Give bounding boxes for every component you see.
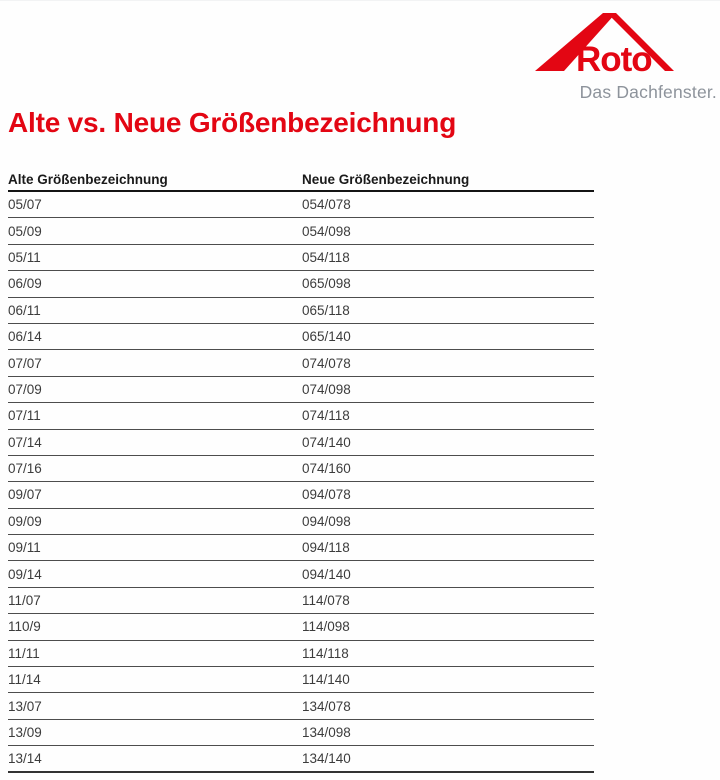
new-size-cell: 134/098 [302, 725, 351, 740]
old-size-cell: 09/07 [8, 487, 42, 503]
old-size-cell: 07/14 [8, 434, 42, 450]
old-size-cell: 09/11 [8, 540, 41, 556]
old-size-cell: 06/14 [8, 329, 42, 345]
old-size-cell: 06/11 [8, 302, 41, 318]
table-row: 11/14 114/140 [8, 667, 594, 694]
new-size-cell: 065/098 [302, 276, 351, 292]
old-size-cell: 06/09 [8, 276, 42, 292]
table-row: 07/09 074/098 [8, 377, 594, 404]
new-size-cell: 094/140 [302, 566, 351, 582]
table-row: 09/09 094/098 [8, 509, 594, 536]
logo-tagline: Das Dachfenster. [579, 82, 717, 102]
table-row: 13/14 134/140 [8, 746, 594, 773]
new-size-cell: 094/078 [302, 487, 351, 503]
table-row: 06/14 065/140 [8, 324, 594, 351]
table-row: 05/07 054/078 [8, 192, 594, 219]
new-size-cell: 094/118 [302, 540, 350, 556]
old-size-cell: 13/07 [8, 698, 42, 714]
old-size-cell: 110/9 [8, 619, 41, 635]
old-size-cell: 13/09 [8, 725, 42, 740]
table-row: 06/11 065/118 [8, 298, 594, 324]
table-row: 09/11 094/118 [8, 535, 594, 562]
new-size-cell: 054/098 [302, 223, 351, 239]
table-row: 07/14 074/140 [8, 430, 594, 456]
page-title: Alte vs. Neue Größenbezeichnung [8, 107, 457, 138]
old-size-cell: 11/11 [8, 645, 40, 661]
new-size-cell: 134/078 [302, 698, 351, 714]
old-size-cell: 05/11 [8, 249, 41, 265]
table-row: 07/11 074/118 [8, 403, 594, 430]
table-row: 13/09 134/098 [8, 720, 594, 747]
table-row: 13/07 134/078 [8, 693, 594, 720]
new-size-cell: 114/118 [302, 645, 349, 661]
old-size-cell: 07/07 [8, 355, 42, 371]
new-size-cell: 074/118 [302, 408, 350, 424]
new-size-cell: 054/118 [302, 249, 350, 265]
new-size-cell: 065/140 [302, 329, 351, 345]
new-size-cell: 114/098 [302, 619, 350, 635]
new-size-cell: 114/078 [302, 593, 350, 609]
table-row: 05/11 054/118 [8, 245, 594, 272]
table-row: 110/9 114/098 [8, 614, 594, 641]
new-size-cell: 054/078 [302, 197, 351, 213]
old-size-cell: 11/14 [8, 672, 41, 688]
table-row: 09/14 094/140 [8, 561, 594, 588]
table-row: 09/07 094/078 [8, 482, 594, 509]
table-body: 05/07 054/078 05/09 054/098 05/11 054/118 06/0… [8, 192, 594, 773]
table-row: 07/07 074/078 [8, 350, 594, 377]
old-size-cell: 11/07 [8, 593, 41, 609]
old-size-cell: 09/09 [8, 513, 42, 529]
table-row: 11/11 114/118 [8, 641, 594, 668]
table-row: 06/09 065/098 [8, 271, 594, 298]
new-size-header: Neue Größenbezeichnung [302, 172, 470, 187]
new-size-cell: 134/140 [302, 750, 351, 766]
table-row: 05/09 054/098 [8, 218, 594, 245]
old-size-cell: 07/09 [8, 381, 42, 397]
roof-left-slope-icon [535, 13, 616, 71]
new-size-cell: 074/078 [302, 355, 351, 371]
table-row: 07/16 074/160 [8, 456, 594, 483]
old-size-cell: 09/14 [8, 566, 42, 582]
new-size-cell: 114/140 [302, 672, 350, 688]
new-size-cell: 074/140 [302, 434, 351, 450]
table-row: 11/07 114/078 [8, 588, 594, 615]
old-size-cell: 05/07 [8, 197, 42, 213]
size-conversion-table: Alte Größenbezeichnung Neue Größenbezeic… [8, 171, 594, 773]
new-size-cell: 094/098 [302, 513, 351, 529]
old-size-cell: 07/16 [8, 461, 42, 477]
old-size-cell: 13/14 [8, 750, 42, 766]
old-size-cell: 05/09 [8, 223, 42, 239]
new-size-cell: 074/098 [302, 381, 351, 397]
old-size-cell: 07/11 [8, 408, 41, 424]
new-size-cell: 074/160 [302, 461, 351, 477]
roof-right-slope-icon [607, 13, 674, 71]
table-header-row: Alte Größenbezeichnung Neue Größenbezeic… [8, 171, 594, 192]
old-size-header: Alte Größenbezeichnung [8, 172, 168, 187]
logo-brand-text: Roto [576, 40, 652, 74]
roto-logo: Roto [535, 13, 674, 74]
new-size-cell: 065/118 [302, 302, 350, 318]
